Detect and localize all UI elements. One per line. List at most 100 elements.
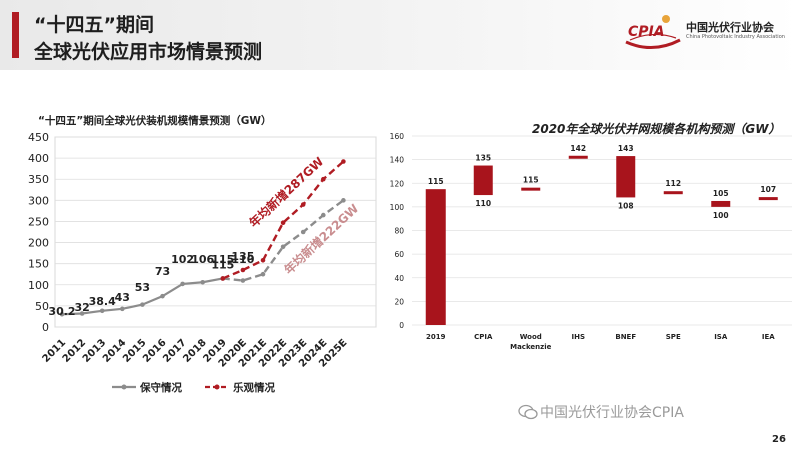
data-label: 115 <box>211 253 234 266</box>
bar-label-top: 105 <box>713 189 729 198</box>
data-point-conservative <box>260 271 266 277</box>
y-tick-label: 150 <box>28 258 49 271</box>
data-label: 110 <box>231 253 254 266</box>
bar-label-top: 112 <box>665 179 681 188</box>
data-point-optimistic <box>280 220 286 226</box>
data-label: 32 <box>74 301 89 314</box>
page-title-line1: “十四五”期间 <box>34 14 154 36</box>
data-point-conservative <box>140 302 145 307</box>
forecast-bar <box>425 189 446 325</box>
bar-label-bottom: 110 <box>475 199 491 208</box>
y-tick-label: 50 <box>35 300 49 313</box>
data-point-optimistic <box>321 176 326 182</box>
x-tick-label: CPIA <box>474 333 493 341</box>
watermark-text: 中国光伏行业协会CPIA <box>540 405 684 421</box>
page-number: 26 <box>772 434 786 445</box>
data-point-conservative <box>79 311 85 316</box>
data-point-conservative <box>321 212 326 218</box>
y-tick-label: 250 <box>28 215 49 228</box>
data-label: 38.4 <box>89 295 116 308</box>
data-point-conservative <box>200 279 205 285</box>
y-tick-label: 100 <box>390 203 405 212</box>
bar-label-top: 143 <box>618 144 634 153</box>
x-tick-label: Mackenzie <box>510 343 552 351</box>
data-point-optimistic <box>220 276 226 281</box>
data-label: 106 <box>191 253 214 266</box>
y-tick-label: 300 <box>28 194 49 207</box>
y-tick-label: 20 <box>394 297 404 306</box>
y-tick-label: 350 <box>28 173 49 186</box>
data-point-conservative <box>59 311 65 317</box>
y-tick-label: 80 <box>394 227 404 236</box>
logo-name-en: China Photovoltaic Industry Association <box>686 34 785 40</box>
y-tick-label: 100 <box>28 279 49 292</box>
x-tick-label: IEA <box>762 333 775 341</box>
right-chart-title: 2020年全球光伏并网规模各机构预测（GW） <box>532 122 781 136</box>
y-tick-label: 0 <box>399 321 404 330</box>
data-point-conservative <box>300 229 306 235</box>
bar-label-top: 135 <box>475 154 491 163</box>
x-tick-label: 2019 <box>426 333 446 341</box>
data-label: 43 <box>115 291 130 304</box>
logo-mark-text: CPIA <box>628 24 665 40</box>
bar-label-top: 115 <box>428 177 444 186</box>
y-tick-label: 0 <box>42 321 49 334</box>
data-label: 30.2 <box>48 305 75 318</box>
data-label: 53 <box>135 281 150 294</box>
data-point-optimistic <box>240 267 246 273</box>
data-point-conservative <box>160 293 165 299</box>
data-label: 115 <box>211 258 234 271</box>
data-point-optimistic <box>300 202 306 207</box>
page-title-line2: 全球光伏应用市场情景预测 <box>34 41 263 63</box>
forecast-bar <box>616 156 636 198</box>
y-tick-label: 60 <box>394 250 404 259</box>
x-tick-label: BNEF <box>615 333 636 341</box>
title-accent-bar <box>12 12 19 58</box>
x-tick-label: ISA <box>714 333 728 341</box>
y-tick-label: 40 <box>394 274 404 283</box>
data-point-optimistic <box>260 257 266 263</box>
forecast-bar <box>473 165 493 196</box>
x-tick-label: SPE <box>666 333 681 341</box>
forecast-bar <box>758 197 778 201</box>
cpia-logo-mark-icon: CPIA <box>625 15 681 49</box>
bar-label-bottom: 108 <box>618 201 634 210</box>
legend-marker-optimistic <box>214 384 220 390</box>
y-tick-label: 450 <box>28 131 49 144</box>
data-point-conservative <box>240 278 246 283</box>
data-label: 73 <box>155 265 170 278</box>
x-tick-label: IHS <box>571 333 585 341</box>
annotation-conservative-growth: 年均新增222GW <box>281 201 362 278</box>
cpia-logo: CPIA 中国光伏行业协会 China Photovoltaic Industr… <box>622 10 792 50</box>
data-point-conservative <box>120 306 125 312</box>
y-tick-label: 160 <box>390 132 405 141</box>
wechat-icon <box>518 404 538 420</box>
forecast-bar <box>663 191 683 195</box>
data-point-conservative <box>280 244 286 250</box>
y-tick-label: 200 <box>28 237 49 250</box>
data-point-optimistic <box>341 159 346 164</box>
installed-capacity-line-chart: 0501001502002503003504004502011201220132… <box>28 131 377 394</box>
logo-name-cn: 中国光伏行业协会 <box>686 21 774 34</box>
data-point-conservative <box>180 281 185 287</box>
y-tick-label: 120 <box>390 179 405 188</box>
legend-label-optimistic: 乐观情况 <box>233 381 275 394</box>
bar-label-top: 142 <box>570 144 586 153</box>
y-tick-label: 400 <box>28 152 49 165</box>
data-label: 135 <box>231 250 254 263</box>
forecast-bar <box>568 155 588 159</box>
x-tick-label: Wood <box>520 333 542 341</box>
agency-forecast-bar-chart: 0 20 40 60 80 100 120 140 160 115 2019 135 110 CPIA 11… <box>390 132 792 351</box>
forecast-bar <box>521 187 541 191</box>
bar-label-top: 107 <box>760 185 776 194</box>
data-point-conservative <box>341 198 346 203</box>
left-chart-title: “十四五”期间全球光伏装机规模情景预测（GW） <box>38 115 272 127</box>
bar-label-bottom: 100 <box>713 211 729 220</box>
legend-label-conservative: 保守情况 <box>139 381 182 394</box>
bar-label-top: 115 <box>523 176 539 185</box>
data-point-conservative <box>99 308 105 314</box>
forecast-bar <box>711 200 731 207</box>
y-tick-label: 140 <box>390 156 405 165</box>
legend-marker-conservative <box>121 384 127 390</box>
data-label: 102 <box>171 253 194 266</box>
